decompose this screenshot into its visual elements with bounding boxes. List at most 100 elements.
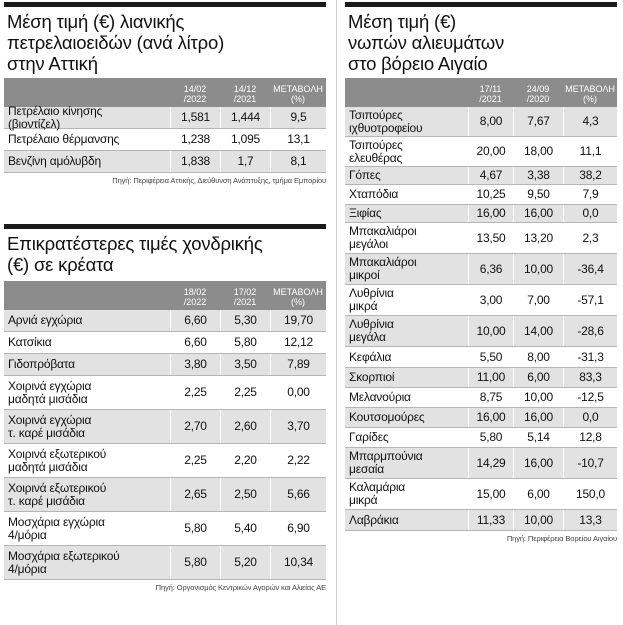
- title-line: Μέση τιμή (€) λιανικής: [7, 11, 185, 32]
- table-cell: 3,50: [220, 354, 270, 375]
- table-row: Κεφάλια 5,50 8,00 -31,3: [345, 347, 617, 368]
- table-row: Χοιρινά εγχώρια τ. καρέ μισάδια 2,70 2,60 3,…: [4, 410, 326, 444]
- table-row: Πετρέλαιο θέρμανσης 1,238 1,095 13,1: [4, 129, 326, 151]
- row-label: Κουτσομούρες: [345, 411, 468, 424]
- row-label-line: μαδητά μισάδια: [8, 459, 88, 474]
- title-line: στην Αττική: [7, 53, 98, 74]
- row-label-line: τ. καρέ μισάδια: [8, 493, 85, 508]
- title-line: Μέση τιμή (€): [348, 11, 457, 32]
- table-row: Πετρέλαιο κίνησης (βιοντίζελ) 1,581 1,444 9,…: [4, 104, 326, 131]
- table-row: Μπακαλιάροι μικροί 6,36 10,00 -36,4: [345, 254, 617, 285]
- table-cell: 8,75: [468, 388, 513, 407]
- table-cell: 10,00: [468, 316, 513, 346]
- column-header-line: ΜΕΤΑΒΟΛΗ: [273, 84, 323, 94]
- table-cell: -12,5: [563, 388, 617, 407]
- row-label: Βενζίνη αμόλυβδη: [4, 155, 170, 168]
- row-label-line: Λυθρίνια: [349, 286, 394, 300]
- row-label-line: μεσαία: [349, 462, 385, 476]
- table-cell: 0,0: [563, 408, 617, 427]
- table-cell: 12,12: [270, 332, 326, 353]
- row-label-line: Κατσίκια: [8, 335, 52, 349]
- row-label: Χταπόδια: [345, 188, 468, 201]
- table-row: Κατσίκια 6,60 5,80 12,12: [4, 332, 326, 354]
- row-label-line: Χταπόδια: [349, 187, 399, 201]
- table-row: Λυθρίνια μικρά 3,00 7,00 -57,1: [345, 285, 617, 316]
- row-label-line: Χοιρινά εξωτερικού: [8, 446, 107, 461]
- table-row: Αρνιά εγχώρια 6,60 5,30 19,70: [4, 310, 326, 332]
- table-cell: 150,0: [563, 479, 617, 509]
- section-rule: [4, 2, 326, 7]
- table-cell: 5,80: [468, 428, 513, 447]
- row-label-line: Κεφάλια: [349, 349, 392, 364]
- table-row: Χοιρινά εξωτερικού μαδητά μισάδια 2,25 2,20…: [4, 444, 326, 478]
- row-label-line: Τσιπούρες: [349, 137, 403, 152]
- title-line: Επικρατέστερες τιμές χονδρικής: [7, 233, 263, 254]
- column-header: 18/02/2022: [170, 287, 220, 307]
- column-divider: [336, 0, 337, 625]
- table-cell: 5,20: [220, 546, 270, 579]
- table-cell: 2,20: [220, 444, 270, 477]
- table-cell: 3,00: [468, 285, 513, 315]
- column-header-line: /2020: [526, 94, 550, 104]
- row-label-line: Χοιρινά εγχώρια: [8, 412, 92, 427]
- column-header-line: /2022: [183, 94, 207, 104]
- table-cell: 1,581: [170, 107, 220, 128]
- column-header: 14/02/2022: [170, 84, 220, 104]
- table-cell: 10,00: [513, 510, 563, 530]
- row-label: Πετρέλαιο θέρμανσης: [4, 133, 170, 146]
- table-cell: 6,60: [170, 310, 220, 331]
- column-header-line: /2022: [183, 297, 207, 307]
- row-label-line: Μπακαλιάροι: [349, 224, 417, 238]
- table-cell: 15,00: [468, 479, 513, 509]
- row-label: Καλαμάρια μικρά: [345, 481, 468, 507]
- column-header-line: ΜΕΤΑΒΟΛΗ: [273, 287, 323, 297]
- table-cell: 6,00: [513, 479, 563, 509]
- column-header-line: (%): [583, 94, 597, 104]
- row-label-line: Αρνιά εγχώρια: [8, 313, 83, 327]
- row-label: Μπακαλιάροι μεγάλοι: [345, 225, 468, 251]
- fuel-prices-table: Μέση τιμή (€) λιανικής πετρελαιοειδών (α…: [4, 2, 326, 185]
- table-cell: 6,90: [270, 512, 326, 545]
- row-label-line: Λυθρίνια: [349, 317, 394, 331]
- row-label: Ξιφίας: [345, 207, 468, 220]
- table-row: Βενζίνη αμόλυβδη 1,838 1,7 8,1: [4, 151, 326, 173]
- table-cell: 11,00: [468, 368, 513, 387]
- table-cell: 8,1: [270, 151, 326, 172]
- table-cell: 16,00: [513, 408, 563, 427]
- table-cell: 5,50: [468, 347, 513, 367]
- table-header: 18/02/2022 17/02/2021 ΜΕΤΑΒΟΛΗ (%): [4, 281, 326, 310]
- meat-table-title: Επικρατέστερες τιμές χονδρικής (€) σε κρ…: [4, 229, 326, 275]
- table-row: Γαρίδες 5,80 5,14 12,8: [345, 428, 617, 448]
- row-label: Χοιρινά εξωτερικού τ. καρέ μισάδια: [4, 481, 170, 508]
- table-cell: 6,60: [170, 332, 220, 353]
- table-cell: 2,60: [220, 410, 270, 443]
- column-header-line: 18/02: [183, 287, 207, 297]
- table-cell: -31,3: [563, 347, 617, 367]
- table-cell: 6,36: [468, 254, 513, 284]
- table-row: Μοσχάρια εξωτερικού 4/μόρια 5,80 5,20 10,34: [4, 546, 326, 580]
- row-label: Μπακαλιάροι μικροί: [345, 256, 468, 282]
- table-cell: 16,00: [468, 408, 513, 427]
- table-cell: 3,80: [170, 354, 220, 375]
- row-label: Πετρέλαιο κίνησης (βιοντίζελ): [4, 104, 170, 131]
- table-cell: 7,89: [270, 354, 326, 375]
- table-cell: 3,38: [513, 167, 563, 184]
- column-header-line: 24/09: [526, 84, 550, 94]
- title-line: (€) σε κρέατα: [7, 254, 114, 275]
- row-label: Γαρίδες: [345, 431, 468, 444]
- row-label-line: μαδητά μισάδια: [8, 391, 88, 406]
- table-cell: 7,67: [513, 107, 563, 136]
- row-label-line: Μπακαλιάροι: [349, 255, 417, 269]
- table-cell: 16,00: [468, 205, 513, 222]
- table-cell: -28,6: [563, 316, 617, 346]
- column-header: ΜΕΤΑΒΟΛΗ (%): [270, 84, 326, 104]
- table-cell: -10,7: [563, 448, 617, 478]
- row-label-line: Σκορπιοί: [349, 370, 395, 384]
- row-label: Λυθρίνια μικρά: [345, 287, 468, 313]
- table-cell: 1,838: [170, 151, 220, 172]
- row-label-line: Κουτσομούρες: [349, 410, 425, 424]
- table: 17/11/2021 24/09/2020 ΜΕΤΑΒΟΛΗ (%) Τσιπούρες…: [345, 78, 617, 531]
- table-cell: 2,50: [220, 478, 270, 511]
- row-label-line: Τσιπούρες: [349, 107, 403, 122]
- row-label-line: Ξιφίας: [349, 206, 382, 220]
